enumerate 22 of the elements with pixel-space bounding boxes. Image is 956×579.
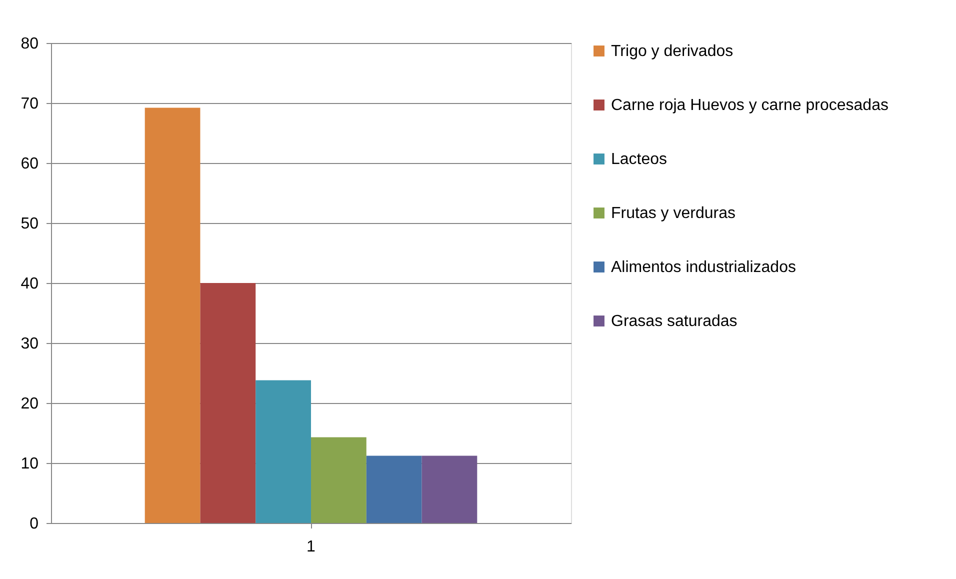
y-tick-label: 70 <box>20 96 39 112</box>
y-tick-label: 0 <box>30 516 39 532</box>
y-tick-label: 30 <box>20 336 39 352</box>
bar <box>256 380 311 523</box>
bar <box>422 456 478 523</box>
y-tick-label: 40 <box>20 276 39 292</box>
legend-label: Alimentos industrializados <box>611 259 796 276</box>
y-tick-label: 10 <box>20 456 39 472</box>
y-tick-label: 80 <box>20 36 39 52</box>
y-tick-label: 50 <box>20 216 39 232</box>
y-tick-label: 60 <box>20 156 39 172</box>
legend-label: Lacteos <box>611 151 668 168</box>
x-tick-label: 1 <box>306 538 316 556</box>
bar <box>311 437 366 523</box>
legend-label: Grasas saturadas <box>611 313 738 330</box>
legend-label: Frutas y verduras <box>611 205 736 222</box>
legend-label: Carne roja Huevos y carne procesadas <box>611 97 888 114</box>
bar <box>144 108 200 523</box>
bar <box>200 283 256 523</box>
legend-label: Trigo y derivados <box>611 43 734 60</box>
y-tick-label: 20 <box>20 396 39 412</box>
bar <box>366 456 422 523</box>
